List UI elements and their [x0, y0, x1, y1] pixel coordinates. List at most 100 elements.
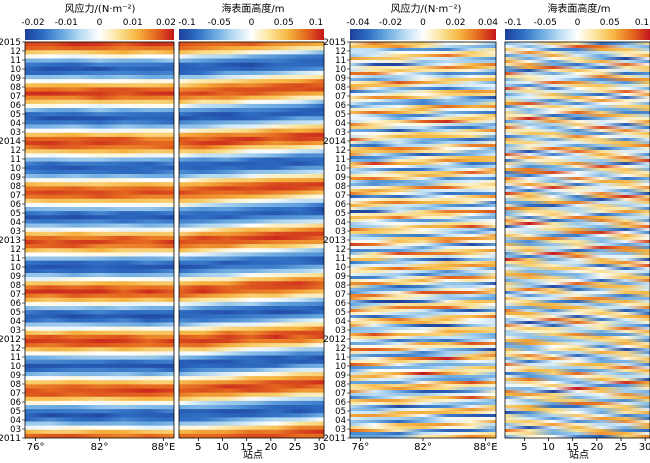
y-tick-label: 03: [10, 128, 21, 138]
heatmap-row: [505, 147, 650, 151]
heatmap-row: [25, 301, 174, 307]
x-ticks-a: 76° 82° 88°E: [27, 438, 175, 453]
heatmap-row: [505, 96, 650, 100]
heatmap-row: [505, 162, 650, 166]
heatmap-row: [505, 273, 650, 277]
y-tick-label: 09: [335, 371, 346, 381]
y-tick-label: 03: [10, 227, 21, 237]
heatmap-row: [350, 273, 496, 277]
heatmap-row: [179, 62, 324, 68]
heatmap-row: [505, 420, 650, 424]
heatmap-row: [350, 54, 496, 58]
heatmap-row: [505, 414, 650, 418]
y-tick-label: 03: [10, 425, 21, 435]
heatmap-row: [25, 367, 174, 373]
heatmap-row: [25, 141, 174, 146]
heatmap-row: [505, 315, 650, 319]
y-tick-label: 10: [10, 164, 21, 174]
heatmap-row: [505, 177, 650, 181]
y-axis-time-right: 2011030405060708091011122012030405060708…: [323, 38, 350, 444]
heatmap-row: [505, 291, 650, 295]
heatmap-row: [350, 309, 496, 313]
heatmap-row: [179, 285, 324, 291]
x-tick-label: 82°: [414, 442, 432, 453]
colorbar-tick-label: 0: [97, 18, 103, 28]
heatmap-row: [505, 174, 650, 178]
heatmap-row: [179, 388, 324, 394]
heatmap-row: [350, 339, 496, 343]
heatmap-row: [505, 153, 650, 157]
y-tick-label: 04: [10, 416, 21, 426]
colorbar-tick-label: -0.02: [379, 18, 402, 28]
heatmap-row: [179, 268, 324, 274]
heatmap-row: [25, 363, 174, 369]
colorbar-tick-label: -0.04: [346, 18, 370, 28]
heatmap-row: [350, 246, 496, 250]
y-tick-label: 05: [10, 110, 21, 120]
heatmap-row: [179, 186, 324, 192]
heatmap-row: [179, 178, 324, 183]
heatmap-row: [350, 216, 496, 220]
y-tick-label: 2012: [0, 335, 21, 345]
heatmap-row: [350, 117, 496, 121]
y-tick-label: 12: [335, 47, 346, 57]
heatmap-row: [350, 303, 496, 307]
y-tick-label: 05: [335, 407, 346, 417]
y-tick-label: 06: [335, 101, 346, 111]
colorbar-title-b: 海表面高度/m: [221, 2, 284, 15]
heatmap-row: [179, 359, 324, 365]
heatmap-row: [179, 322, 324, 328]
y-tick-label: 05: [10, 308, 21, 318]
heatmap-row: [179, 240, 324, 245]
heatmap-row: [179, 120, 324, 126]
heatmap-row: [350, 363, 496, 367]
heatmap-row: [179, 194, 324, 200]
heatmap-row: [505, 282, 650, 286]
heatmap-row: [25, 202, 174, 208]
heatmap-row: [179, 273, 324, 278]
heatmap-row: [350, 42, 496, 46]
y-tick-label: 12: [10, 245, 21, 255]
y-tick-label: 05: [335, 209, 346, 219]
heatmap-row: [179, 112, 324, 117]
heatmap-row: [505, 240, 650, 244]
heatmap-row: [505, 342, 650, 346]
heatmap-row: [350, 276, 496, 280]
heatmap-row: [505, 318, 650, 322]
heatmap-row: [179, 297, 324, 303]
heatmap-row: [25, 50, 174, 55]
heatmap-row: [179, 409, 324, 414]
y-tick-label: 08: [335, 281, 346, 291]
heatmap-row: [25, 58, 174, 64]
y-tick-label: 09: [10, 173, 21, 183]
colorbar-tick-label: 0.05: [274, 18, 294, 28]
y-tick-label: 12: [10, 344, 21, 354]
heatmap-row: [350, 327, 496, 331]
y-tick-label: 2015: [323, 38, 346, 48]
heatmap-row: [505, 84, 650, 88]
x-tick-label: 15: [566, 442, 579, 453]
heatmap-row: [179, 169, 324, 175]
heatmap-row: [505, 114, 650, 118]
heatmap-row: [179, 145, 324, 150]
heatmap-row: [179, 153, 324, 159]
heatmap-row: [179, 376, 324, 381]
colorbar-title-c: 风应力/(N·m⁻²): [391, 2, 462, 15]
y-tick-label: 04: [335, 416, 346, 426]
heatmap-row: [505, 429, 650, 433]
x-axis-label-d: 站点: [569, 448, 589, 461]
heatmap-row: [350, 348, 496, 352]
heatmap-row: [350, 207, 496, 211]
heatmap-row: [505, 93, 650, 97]
heatmap-row: [505, 285, 650, 289]
heatmap-row: [350, 114, 496, 118]
heatmap-row: [350, 255, 496, 259]
colorbar-tick-label: -0.05: [534, 18, 557, 28]
x-tick-label: 82°: [91, 442, 109, 453]
heatmap-row: [350, 423, 496, 427]
heatmap-row: [179, 70, 324, 76]
heatmap-row: [505, 417, 650, 421]
heatmap-row: [25, 376, 174, 381]
heatmap-row: [350, 318, 496, 322]
heatmap-row: [350, 234, 496, 238]
